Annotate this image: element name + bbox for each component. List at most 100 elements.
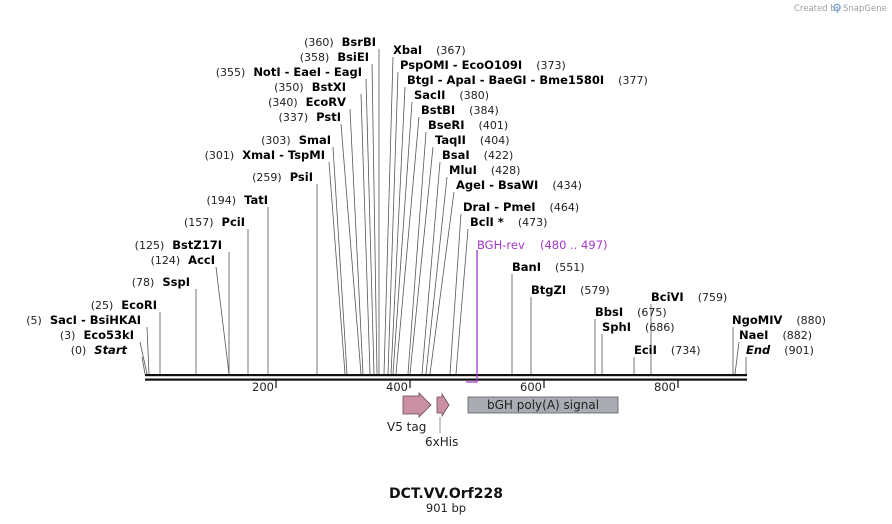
site-name: BbsI	[595, 305, 623, 319]
site-name: BclI *	[470, 215, 504, 229]
site-naei[interactable]: NaeI (882)	[739, 328, 812, 342]
site-end[interactable]: End (901)	[746, 343, 814, 357]
site-ngomiv[interactable]: NgoMIV (880)	[732, 313, 826, 327]
site-position: (303)	[261, 134, 291, 147]
watermark-created-by: Created by	[794, 4, 841, 14]
site-sacii[interactable]: SacII (380)	[414, 88, 489, 102]
site-xmai-tspmi[interactable]: XmaI - TspMI (301)	[205, 148, 325, 162]
site-smai[interactable]: SmaI (303)	[261, 133, 331, 147]
site-ecori[interactable]: EcoRI (25)	[91, 298, 157, 312]
site-pcii[interactable]: PciI (157)	[184, 215, 245, 229]
site-bsai[interactable]: BsaI (422)	[442, 148, 513, 162]
site-name: TatI	[244, 193, 268, 207]
site-pspomi-ecoo109i[interactable]: PspOMI - EcoO109I (373)	[400, 58, 566, 72]
site-bbsi[interactable]: BbsI (675)	[595, 305, 667, 319]
map-title: DCT.VV.Orf228	[389, 486, 503, 502]
site-btgi-apai-baegi-bme1580i[interactable]: BtgI - ApaI - BaeGI - Bme1580I (377)	[407, 73, 648, 87]
site-position: (428)	[491, 164, 521, 177]
site-bseri[interactable]: BseRI (401)	[428, 118, 508, 132]
site-position: (358)	[300, 51, 330, 64]
site-position: (901)	[784, 344, 814, 357]
site-mlui[interactable]: MluI (428)	[449, 163, 520, 177]
site-psti[interactable]: PstI (337)	[279, 110, 341, 124]
site-agei-bsawi[interactable]: AgeI - BsaWI (434)	[456, 178, 582, 192]
his-tag-label: 6xHis	[425, 435, 458, 449]
site-name: BsaI	[442, 148, 470, 162]
site-position: (759)	[698, 291, 728, 304]
connector-ecorv	[349, 108, 364, 375]
tick-label-200: 200	[252, 380, 274, 394]
connector-xmai	[328, 161, 346, 375]
site-position: (882)	[782, 329, 812, 342]
site-bcli[interactable]: BclI * (473)	[470, 215, 547, 229]
site-bani[interactable]: BanI (551)	[512, 260, 585, 274]
site-position: (367)	[436, 44, 466, 57]
site-psii[interactable]: PsiI (259)	[252, 170, 313, 184]
site-name: MluI	[449, 163, 477, 177]
primer-range: (480 .. 497)	[540, 238, 608, 252]
site-taqii[interactable]: TaqII (404)	[435, 133, 510, 147]
site-name: BanI	[512, 260, 541, 274]
site-bcivi[interactable]: BciVI (759)	[651, 290, 727, 304]
site-position: (25)	[91, 299, 114, 312]
site-sspi[interactable]: SspI (78)	[132, 275, 190, 289]
site-eco53ki[interactable]: Eco53kI (3)	[60, 328, 134, 342]
site-name: BstXI	[312, 80, 346, 94]
connector-saci	[146, 326, 150, 375]
site-drai-pmei[interactable]: DraI - PmeI (464)	[463, 200, 579, 214]
site-position: (0)	[71, 344, 87, 357]
connector-bseri	[407, 131, 427, 375]
site-position: (404)	[480, 134, 510, 147]
tick-label-800: 800	[654, 380, 676, 394]
connector-bstxi	[360, 93, 371, 375]
site-bsiei[interactable]: BsiEI (358)	[300, 50, 369, 64]
connector-taqii	[409, 146, 434, 375]
connector-drai	[449, 213, 462, 375]
site-xbai[interactable]: XbaI (367)	[393, 43, 466, 57]
site-start[interactable]: Start (0)	[71, 343, 128, 357]
site-position: (301)	[205, 149, 235, 162]
connector-bsiei	[371, 63, 378, 375]
site-ecii[interactable]: EciI (734)	[634, 343, 701, 357]
site-position: (350)	[274, 81, 304, 94]
site-position: (373)	[536, 59, 566, 72]
site-bstxi[interactable]: BstXI (350)	[274, 80, 346, 94]
site-position: (734)	[671, 344, 701, 357]
site-noti-eaei-eagi[interactable]: NotI - EaeI - EagI (355)	[216, 65, 362, 79]
site-name: SmaI	[299, 133, 331, 147]
site-position: (125)	[135, 239, 165, 252]
connector-bstbi	[395, 116, 420, 375]
site-bstbi[interactable]: BstBI (384)	[421, 103, 499, 117]
feature-bgh-polya[interactable]: bGH poly(A) signal	[467, 396, 619, 414]
site-bstz17i[interactable]: BstZ17I (125)	[135, 238, 222, 252]
site-name: PsiI	[290, 170, 313, 184]
site-name: TaqII	[435, 133, 466, 147]
tick-label-400: 400	[386, 380, 408, 394]
site-name: End	[746, 343, 771, 357]
site-name: Start	[94, 343, 127, 357]
site-position: (157)	[184, 216, 214, 229]
site-btgzi[interactable]: BtgZI (579)	[531, 283, 610, 297]
primer-bgh-rev[interactable]: BGH-rev (480 .. 497)	[466, 238, 608, 383]
feature-6xhis[interactable]: 6xHis	[425, 392, 458, 449]
connector-psti	[340, 123, 362, 375]
site-ecorv[interactable]: EcoRV (340)	[268, 95, 346, 109]
site-sphi[interactable]: SphI (686)	[602, 320, 675, 334]
site-bsrbi[interactable]: BsrBI (360)	[304, 35, 376, 49]
connector-xbai	[383, 56, 394, 375]
connector-sacii	[392, 101, 413, 375]
connector-eco53ki	[139, 341, 148, 375]
site-position: (380)	[459, 89, 489, 102]
site-position: (259)	[252, 171, 282, 184]
connector-mlui	[425, 176, 448, 375]
site-name: BtgZI	[531, 283, 566, 297]
site-name: BciVI	[651, 290, 684, 304]
site-name: PciI	[222, 215, 245, 229]
site-name: BstBI	[421, 103, 455, 117]
site-tati[interactable]: TatI (194)	[207, 193, 269, 207]
site-acci[interactable]: AccI (124)	[151, 253, 215, 267]
site-saci-bsihkai[interactable]: SacI - BsiHKAI (5)	[26, 313, 141, 327]
sequence-backbone	[145, 374, 747, 381]
feature-v5-tag[interactable]: V5 tag	[387, 392, 432, 434]
site-name: XbaI	[393, 43, 422, 57]
